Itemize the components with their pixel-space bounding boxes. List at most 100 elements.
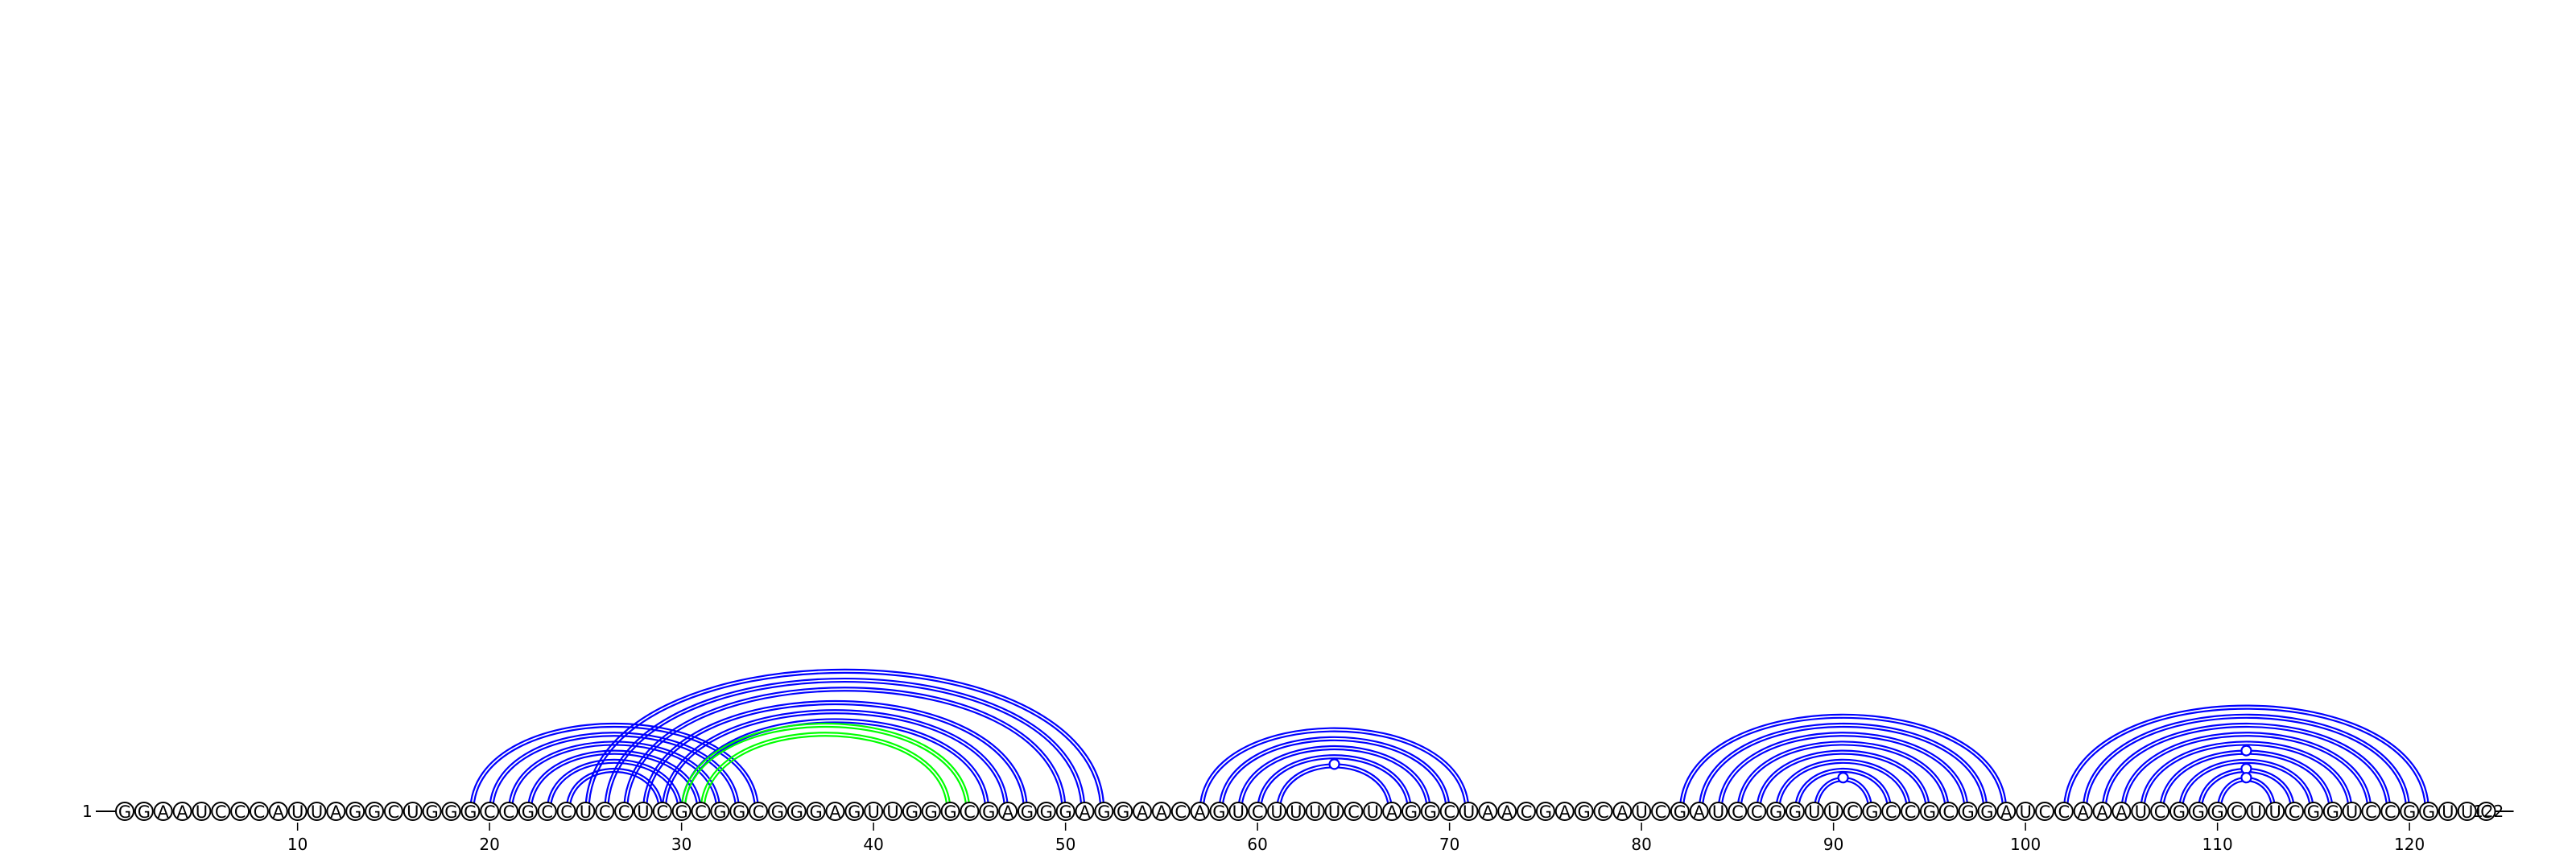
nucleotide: A: [172, 802, 192, 822]
base-pair-arc-88-93: [1794, 768, 1893, 812]
nucleotide: A: [2112, 802, 2132, 822]
base-pair-arc-20-33-inner: [492, 735, 737, 812]
nucleotide: U: [2246, 802, 2266, 822]
nucleotide: G: [710, 802, 730, 822]
nucleotide: C: [1747, 802, 1767, 822]
alternate-pair-arc-30-45-inner: [683, 725, 968, 812]
svg-text:C: C: [2384, 802, 2396, 822]
nucleotide: U: [1459, 802, 1479, 822]
nucleotide: C: [1248, 802, 1268, 822]
svg-text:G: G: [464, 802, 477, 822]
nucleotide: G: [2322, 802, 2343, 822]
nucleotide: C: [960, 802, 980, 822]
svg-text:C: C: [1942, 802, 1955, 822]
nucleotide: A: [1996, 802, 2017, 822]
base-pair-arc-19-34-inner: [473, 725, 757, 812]
nucleotide: U: [1286, 802, 1306, 822]
svg-text:U: U: [311, 802, 323, 822]
base-pair-arc-57-71: [1199, 727, 1470, 812]
nucleotide: A: [1075, 802, 1095, 822]
nucleotide: U: [883, 802, 902, 822]
gu-pair-marker-107-116: [2240, 745, 2252, 757]
nucleotide: G: [1017, 802, 1037, 822]
svg-text:G: G: [1021, 802, 1034, 822]
svg-text:U: U: [637, 802, 649, 822]
base-pair-arc-21-32-inner: [510, 744, 718, 812]
base-pair-arc-59-69: [1237, 745, 1431, 812]
svg-text:U: U: [196, 802, 208, 822]
svg-text:G: G: [444, 802, 457, 822]
nucleotide: G: [441, 802, 461, 822]
tick-label: 20: [479, 835, 499, 854]
svg-text:A: A: [1482, 802, 1494, 822]
nucleotide: G: [1766, 802, 1786, 822]
base-pair-arc-60-68: [1257, 754, 1413, 812]
base-pair-arc-103-120-inner: [2085, 716, 2408, 812]
nucleotide: C: [2150, 802, 2170, 822]
nucleotide: C: [556, 802, 576, 822]
svg-text:G: G: [771, 802, 784, 822]
nucleotide: A: [1612, 802, 1633, 822]
nucleotide: C: [249, 802, 269, 822]
nucleotide: U: [1305, 802, 1325, 822]
svg-text:U: U: [1232, 802, 1245, 822]
svg-text:U: U: [886, 802, 898, 822]
base-pair-arc-25-52-inner: [588, 671, 1102, 812]
svg-text:G: G: [906, 802, 919, 822]
nucleotide: U: [864, 802, 884, 822]
gu-pair-marker-61-67: [1328, 758, 1340, 770]
base-pair-arc-108-115-inner: [2181, 761, 2311, 812]
svg-text:C: C: [254, 802, 266, 822]
svg-text:A: A: [1137, 802, 1149, 822]
svg-text:G: G: [2173, 802, 2186, 822]
nucleotide: C: [211, 802, 231, 822]
base-pair-arc-86-95: [1756, 749, 1930, 812]
svg-text:G: G: [982, 802, 995, 822]
svg-text:G: G: [2326, 802, 2339, 822]
svg-text:G: G: [1539, 802, 1552, 822]
nucleotide: G: [2169, 802, 2189, 822]
svg-text:U: U: [291, 802, 303, 822]
nucleotide: U: [1324, 802, 1344, 822]
tick-label: 70: [1439, 835, 1459, 854]
svg-text:G: G: [1769, 802, 1782, 822]
svg-text:C: C: [2058, 802, 2070, 822]
svg-text:G: G: [138, 802, 151, 822]
svg-text:C: C: [1655, 802, 1667, 822]
gu-pair-marker-110-113: [2240, 772, 2252, 784]
svg-text:G: G: [2422, 802, 2435, 822]
nucleotide: A: [1133, 802, 1153, 822]
base-pair-arc-87-94: [1775, 758, 1912, 812]
nucleotide: G: [940, 802, 960, 822]
base-pair-arc-27-50: [623, 687, 1067, 812]
nucleotide: G: [806, 802, 826, 822]
nucleotide: C: [383, 802, 403, 822]
base-pair-arc-59-69-inner: [1241, 749, 1428, 812]
svg-text:C: C: [1174, 802, 1187, 822]
svg-text:C: C: [234, 802, 246, 822]
nucleotide: G: [2303, 802, 2323, 822]
nucleotide: U: [2438, 802, 2458, 822]
nucleotide: C: [1651, 802, 1670, 822]
svg-text:C: C: [1847, 802, 1859, 822]
svg-text:C: C: [541, 802, 553, 822]
svg-text:G: G: [809, 802, 822, 822]
nucleotide: C: [614, 802, 634, 822]
nucleotide: U: [1632, 802, 1652, 822]
svg-text:G: G: [2192, 802, 2205, 822]
svg-text:A: A: [829, 802, 841, 822]
nucleotide: C: [1843, 802, 1863, 822]
nucleotide: G: [460, 802, 481, 822]
nucleotide: C: [595, 802, 615, 822]
base-pair-arc-29-47-inner: [664, 712, 1006, 812]
svg-text:C: C: [2231, 802, 2243, 822]
svg-text:U: U: [2461, 802, 2473, 822]
svg-text:C: C: [1521, 802, 1533, 822]
svg-text:G: G: [925, 802, 938, 822]
nucleotide: U: [2342, 802, 2362, 822]
base-pair-arc-84-97-inner: [1720, 735, 1966, 812]
base-pair-arc-26-51-inner: [607, 680, 1083, 812]
nucleotide: G: [2419, 802, 2438, 822]
base-pair-arc-23-30-inner: [549, 761, 679, 812]
nucleotide: C: [1517, 802, 1537, 822]
